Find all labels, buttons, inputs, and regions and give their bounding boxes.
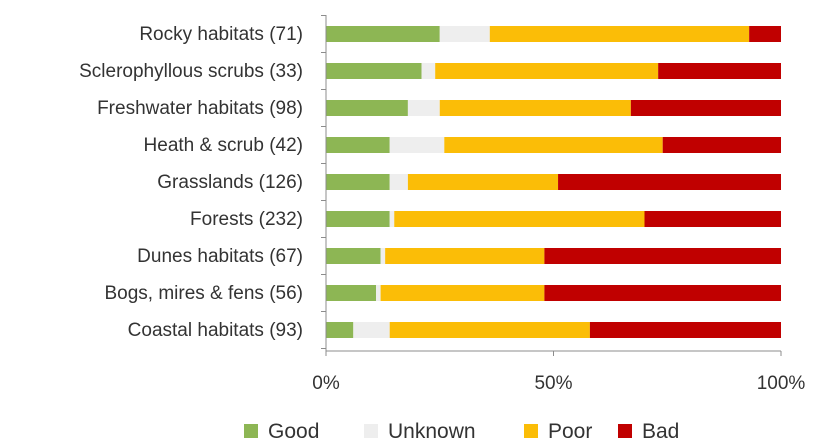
axes: 0% 50% 100%	[312, 15, 805, 394]
bar-segment-good	[326, 26, 440, 42]
x-tick-label: 50%	[534, 373, 572, 394]
category-label: Rocky habitats (71)	[139, 24, 303, 45]
bar-segment-poor	[389, 322, 590, 338]
bar-segment-unknown	[389, 137, 445, 153]
legend-label-unknown: Unknown	[388, 420, 476, 442]
bar-segment-good	[326, 63, 422, 79]
bar-segment-bad	[630, 100, 781, 116]
x-tick-label: 0%	[312, 373, 340, 394]
bar-segment-good	[326, 211, 390, 227]
bar-segment-bad	[662, 137, 781, 153]
bar-segment-unknown	[380, 248, 386, 264]
category-label: Grasslands (126)	[157, 172, 303, 193]
category-label: Dunes habitats (67)	[137, 246, 303, 267]
category-label: Sclerophyllous scrubs (33)	[79, 61, 303, 82]
bar-segment-bad	[644, 211, 781, 227]
bar-segment-unknown	[389, 174, 408, 190]
bar-segment-poor	[407, 174, 559, 190]
bar-segment-unknown	[353, 322, 390, 338]
bar-segment-good	[326, 174, 390, 190]
bar-segment-unknown	[376, 285, 381, 301]
category-label: Coastal habitats (93)	[128, 320, 303, 341]
bar-segment-poor	[385, 248, 545, 264]
category-label: Freshwater habitats (98)	[97, 98, 303, 119]
bar-segment-unknown	[421, 63, 436, 79]
bar-segment-bad	[544, 285, 781, 301]
bar-segment-poor	[435, 63, 659, 79]
category-labels: Rocky habitats (71) Sclerophyllous scrubs…	[79, 24, 303, 341]
bar-segment-bad	[658, 63, 781, 79]
bar-segment-bad	[544, 248, 781, 264]
legend: Good Unknown Poor Bad	[244, 420, 679, 442]
legend-label-bad: Bad	[642, 420, 679, 442]
bar-segment-unknown	[389, 211, 395, 227]
category-label: Forests (232)	[190, 209, 303, 230]
legend-swatch-bad	[618, 424, 632, 438]
bar-segment-unknown	[407, 100, 440, 116]
bar-segment-good	[326, 137, 390, 153]
bars-group	[326, 26, 781, 338]
bar-segment-good	[326, 248, 381, 264]
bar-segment-poor	[394, 211, 645, 227]
bar-segment-poor	[380, 285, 545, 301]
bar-segment-poor	[489, 26, 750, 42]
bar-segment-poor	[439, 100, 631, 116]
legend-label-poor: Poor	[548, 420, 592, 442]
bar-segment-good	[326, 322, 354, 338]
bar-segment-bad	[558, 174, 781, 190]
bar-segment-good	[326, 285, 377, 301]
legend-swatch-poor	[524, 424, 538, 438]
category-label: Heath & scrub (42)	[144, 135, 303, 156]
bar-segment-good	[326, 100, 408, 116]
bar-segment-bad	[589, 322, 781, 338]
category-label: Bogs, mires & fens (56)	[104, 283, 303, 304]
legend-swatch-unknown	[364, 424, 378, 438]
bar-segment-unknown	[439, 26, 490, 42]
bar-segment-poor	[444, 137, 663, 153]
bar-segment-bad	[749, 26, 781, 42]
legend-label-good: Good	[268, 420, 319, 442]
legend-swatch-good	[244, 424, 258, 438]
x-tick-label: 100%	[757, 373, 806, 394]
